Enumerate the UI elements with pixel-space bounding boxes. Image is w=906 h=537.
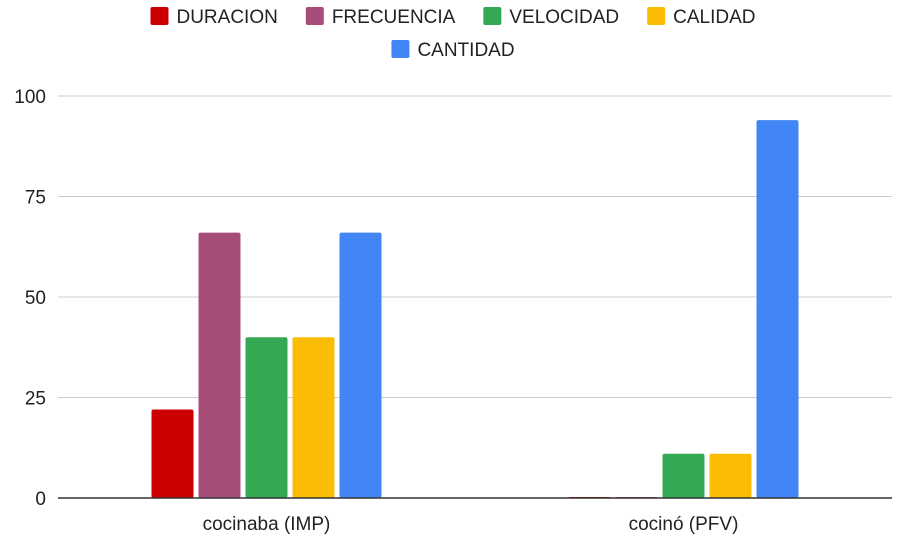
legend-swatch-duracion: [150, 7, 169, 25]
bar-cantidad-cocinaba-imp: [339, 232, 382, 498]
bar-velocidad-cocino-pfv: [662, 453, 705, 498]
bar-frecuencia-cocinaba-imp: [198, 232, 241, 498]
legend-label-cantidad: CANTIDAD: [417, 40, 514, 61]
legend-swatch-velocidad: [483, 7, 502, 25]
gridlines: [58, 95, 892, 398]
y-axis: 0 25 50 75 100: [14, 87, 46, 510]
bar-velocidad-cocinaba-imp: [245, 337, 288, 498]
x-tick-label-cocino-pfv: cocinó (PFV): [629, 514, 739, 535]
x-axis: cocinaba (IMP) cocinó (PFV): [203, 514, 739, 535]
bar-calidad-cocino-pfv: [709, 453, 752, 498]
legend-swatch-cantidad: [391, 40, 410, 58]
y-tick-label-50: 50: [25, 288, 46, 309]
y-tick-label-0: 0: [35, 489, 46, 510]
bar-calidad-cocinaba-imp: [292, 337, 335, 498]
legend-swatch-frecuencia: [305, 7, 324, 25]
bar-duracion-cocinaba-imp: [151, 409, 194, 498]
legend-label-calidad: CALIDAD: [673, 7, 755, 28]
legend-swatch-calidad: [647, 7, 666, 25]
bar-cantidad-cocino-pfv: [756, 120, 799, 499]
y-tick-label-75: 75: [25, 188, 46, 209]
legend: DURACION FRECUENCIA VELOCIDAD CALIDAD CANTID…: [150, 7, 756, 61]
legend-label-velocidad: VELOCIDAD: [509, 7, 619, 28]
bars: [151, 120, 799, 499]
legend-label-frecuencia: FRECUENCIA: [332, 7, 456, 28]
y-tick-label-100: 100: [14, 87, 46, 108]
legend-label-duracion: DURACION: [176, 7, 277, 28]
x-tick-label-cocinaba-imp: cocinaba (IMP): [203, 514, 331, 535]
y-tick-label-25: 25: [25, 389, 46, 410]
